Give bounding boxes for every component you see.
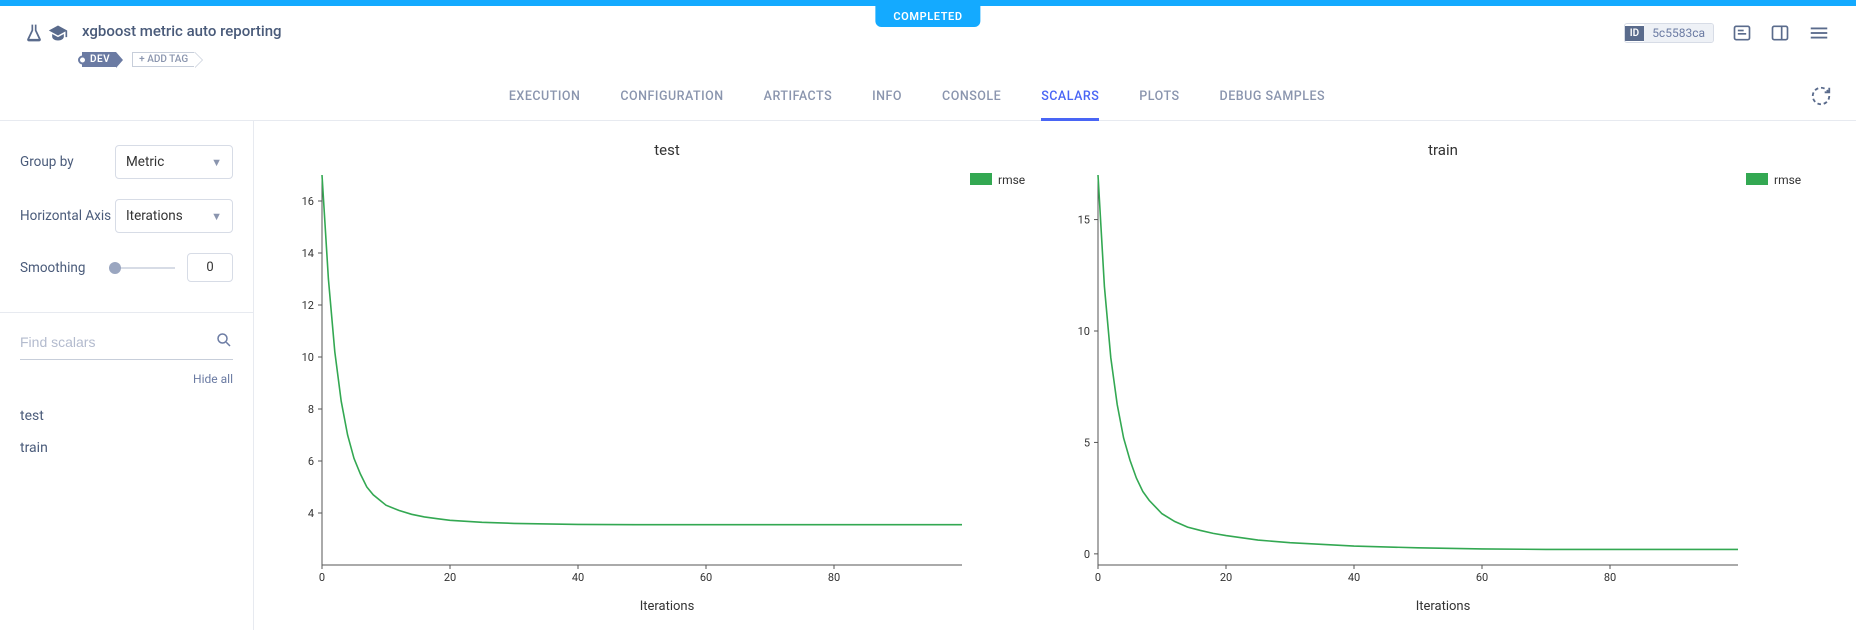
divider — [0, 312, 253, 313]
horizontal-axis-select[interactable]: Iterations ▼ — [115, 199, 233, 233]
flask-icon — [24, 22, 44, 48]
svg-text:5: 5 — [1084, 436, 1090, 449]
tab-execution[interactable]: EXECUTION — [509, 75, 581, 121]
legend-train[interactable]: rmse — [1746, 169, 1826, 593]
svg-text:60: 60 — [700, 571, 712, 584]
svg-text:10: 10 — [302, 351, 314, 364]
group-by-value: Metric — [126, 154, 164, 170]
horizontal-axis-value: Iterations — [126, 208, 183, 224]
scalar-item-train[interactable]: train — [20, 432, 233, 464]
svg-text:4: 4 — [308, 507, 314, 520]
status-badge: COMPLETED — [875, 6, 980, 27]
tab-console[interactable]: CONSOLE — [942, 75, 1001, 121]
tab-debug[interactable]: DEBUG SAMPLES — [1220, 75, 1326, 121]
legend-swatch — [1746, 173, 1768, 185]
chevron-down-icon: ▼ — [211, 156, 222, 169]
tab-plots[interactable]: PLOTS — [1139, 75, 1179, 121]
group-by-select[interactable]: Metric ▼ — [115, 145, 233, 179]
svg-text:40: 40 — [572, 571, 584, 584]
svg-text:40: 40 — [1348, 571, 1360, 584]
legend-test[interactable]: rmse — [970, 169, 1050, 593]
svg-text:0: 0 — [1095, 571, 1101, 584]
dev-tag[interactable]: DEV — [82, 52, 116, 67]
smoothing-slider[interactable] — [115, 267, 175, 269]
svg-text:12: 12 — [302, 299, 314, 312]
legend-label: rmse — [998, 173, 1025, 187]
chart-title: test — [284, 141, 1050, 159]
chart-title: train — [1060, 141, 1826, 159]
svg-text:8: 8 — [308, 403, 314, 416]
svg-text:20: 20 — [1220, 571, 1232, 584]
tabs-row: EXECUTION CONFIGURATION ARTIFACTS INFO CONSO… — [0, 75, 1856, 121]
experiment-id-chip[interactable]: ID 5c5583ca — [1624, 23, 1714, 43]
tab-info[interactable]: INFO — [872, 75, 902, 121]
add-tag-button[interactable]: + ADD TAG — [132, 52, 195, 67]
group-by-label: Group by — [20, 154, 115, 170]
svg-text:0: 0 — [319, 571, 325, 584]
chart-svg: 4 6 8 10 12 14 16 0 20 40 60 80 — [284, 169, 970, 589]
charts-area: test 4 6 8 10 12 14 16 0 20 40 60 80 rmse Iteration… — [254, 121, 1856, 630]
refresh-icon[interactable] — [1810, 85, 1832, 111]
search-icon[interactable] — [215, 331, 233, 353]
cap-icon — [48, 22, 68, 48]
svg-text:80: 80 — [828, 571, 840, 584]
svg-text:10: 10 — [1078, 325, 1090, 338]
svg-text:80: 80 — [1604, 571, 1616, 584]
legend-swatch — [970, 173, 992, 185]
chevron-down-icon: ▼ — [211, 210, 222, 223]
tab-configuration[interactable]: CONFIGURATION — [620, 75, 723, 121]
menu-icon[interactable] — [1808, 22, 1830, 44]
hide-all-button[interactable]: Hide all — [20, 372, 233, 386]
chart-train: train 051015020406080 rmse Iterations — [1060, 141, 1826, 610]
chart-test: test 46810121416020406080 rmse Iteration… — [284, 141, 1050, 610]
legend-label: rmse — [1774, 173, 1801, 187]
svg-text:60: 60 — [1476, 571, 1488, 584]
id-label: ID — [1625, 26, 1644, 41]
tab-artifacts[interactable]: ARTIFACTS — [764, 75, 832, 121]
horizontal-axis-label: Horizontal Axis — [20, 208, 115, 224]
smoothing-label: Smoothing — [20, 260, 115, 276]
svg-text:15: 15 — [1078, 214, 1090, 227]
panel-layout-icon[interactable] — [1770, 23, 1790, 43]
svg-text:14: 14 — [302, 247, 314, 260]
svg-text:20: 20 — [444, 571, 456, 584]
find-scalars-input[interactable] — [20, 334, 215, 350]
x-axis-label: Iterations — [284, 599, 1050, 614]
id-value: 5c5583ca — [1644, 24, 1713, 42]
page-title: xgboost metric auto reporting — [82, 22, 1624, 40]
smoothing-value-input[interactable]: 0 — [187, 253, 233, 282]
svg-text:6: 6 — [308, 455, 314, 468]
scalar-item-test[interactable]: test — [20, 400, 233, 432]
chart-svg: 0 5 10 15 0 20 40 60 80 — [1060, 169, 1746, 589]
tab-scalars[interactable]: SCALARS — [1041, 75, 1099, 121]
svg-text:0: 0 — [1084, 548, 1090, 561]
details-icon[interactable] — [1732, 23, 1752, 43]
x-axis-label: Iterations — [1060, 599, 1826, 614]
slider-thumb[interactable] — [109, 262, 121, 274]
svg-text:16: 16 — [302, 195, 314, 208]
sidebar: Group by Metric ▼ Horizontal Axis Iterat… — [0, 121, 254, 630]
